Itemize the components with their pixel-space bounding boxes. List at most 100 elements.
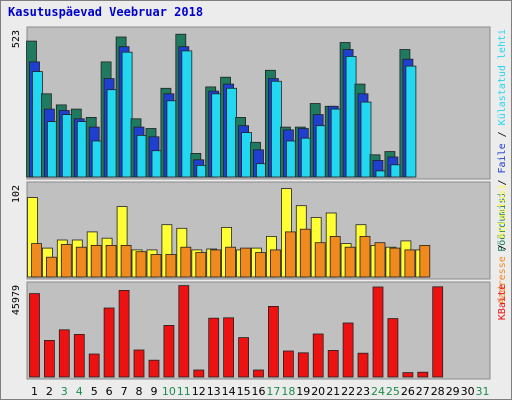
x-tick-label-day-21: 21 (326, 385, 340, 398)
top-bar-k-lastatud-lehti-day-8 (136, 134, 148, 178)
x-tick-label-day-27: 27 (416, 385, 430, 398)
x-tick-label-day-5: 5 (91, 385, 98, 398)
middle-bar-aadresse-day-14 (225, 246, 237, 278)
bottom-bar-kbaite-day-16 (253, 369, 264, 378)
top-bar-k-lastatud-lehti-day-13 (211, 93, 223, 178)
x-tick-label-day-29: 29 (446, 385, 460, 398)
bottom-series-label-part: KBaite (497, 284, 508, 320)
bottom-bar-kbaite-day-9 (148, 359, 160, 378)
middle-bar-aadresse-day-4 (75, 246, 87, 278)
x-tick-label-day-2: 2 (46, 385, 53, 398)
x-tick-label-day-24: 24 (371, 385, 385, 398)
x-tick-label-day-16: 16 (252, 385, 266, 398)
top-bar-k-lastatud-lehti-day-20 (315, 125, 327, 178)
middle-bar-aadresse-day-19 (299, 228, 311, 278)
x-tick-label-day-23: 23 (356, 385, 370, 398)
bottom-bar-kbaite-day-18 (282, 350, 294, 378)
middle-bar-aadresse-day-17 (269, 249, 281, 278)
middle-bar-aadresse-day-2 (46, 256, 57, 278)
top-bar-k-lastatud-lehti-day-19 (300, 137, 312, 178)
x-tick-label-day-8: 8 (136, 385, 143, 398)
middle-ymax-label: 102 (11, 185, 22, 203)
x-tick-label-day-19: 19 (296, 385, 310, 398)
top-bar-k-lastatud-lehti-day-6 (106, 89, 118, 178)
middle-bar-aadresse-day-5 (90, 244, 102, 278)
middle-bar-aadresse-day-7 (120, 244, 132, 278)
x-tick-label-day-18: 18 (281, 385, 295, 398)
top-bar-k-lastatud-lehti-day-3 (61, 114, 73, 178)
bottom-bar-kbaite-day-8 (133, 349, 145, 378)
bottom-bar-kbaite-day-17 (267, 305, 279, 378)
bottom-bar-kbaite-day-2 (44, 339, 55, 378)
bottom-bar-kbaite-day-26 (402, 372, 414, 378)
bottom-bar-kbaite-day-1 (29, 293, 40, 378)
top-series-label-part: Külastatud lehti (497, 29, 508, 125)
bottom-bar-kbaite-day-14 (223, 317, 235, 378)
top-bar-k-lastatud-lehti-day-26 (405, 65, 417, 178)
bottom-bar-kbaite-day-27 (417, 371, 429, 378)
x-tick-label-day-3: 3 (61, 385, 68, 398)
bottom-bar-kbaite-day-4 (73, 333, 85, 378)
middle-bar-aadresse-day-10 (165, 254, 177, 278)
top-bar-k-lastatud-lehti-day-17 (270, 80, 282, 178)
middle-bar-aadresse-day-9 (150, 254, 162, 278)
middle-bar-aadresse-day-20 (314, 242, 326, 278)
x-tick-label-day-4: 4 (76, 385, 83, 398)
middle-bar-aadresse-day-16 (255, 252, 266, 278)
middle-bar-aadresse-day-22 (344, 246, 356, 278)
top-series-label: Pöördumisi / Faile / Külastatud lehti (497, 29, 508, 252)
middle-bar-aadresse-day-13 (210, 249, 222, 278)
x-tick-label-day-9: 9 (151, 385, 158, 398)
middle-bar-aadresse-day-15 (240, 247, 252, 278)
top-series-label-part: / (497, 125, 508, 143)
bottom-bar-kbaite-day-15 (238, 337, 250, 378)
middle-bar-aadresse-day-11 (180, 246, 192, 278)
bottom-bar-kbaite-day-6 (103, 307, 115, 378)
x-tick-label-day-30: 30 (461, 385, 475, 398)
x-tick-label-day-26: 26 (401, 385, 415, 398)
x-tick-label-day-7: 7 (121, 385, 128, 398)
x-tick-label-day-14: 14 (222, 385, 236, 398)
bottom-bar-kbaite-day-13 (208, 317, 220, 378)
top-bar-k-lastatud-lehti-day-1 (32, 71, 43, 178)
bottom-ymax-label: 45979 (11, 285, 22, 315)
bottom-bar-kbaite-day-25 (387, 318, 399, 378)
middle-series-label-part: Külastusi (497, 184, 508, 238)
top-series-label-part: / (497, 174, 508, 192)
middle-bar-aadresse-day-1 (31, 243, 42, 278)
bottom-bar-kbaite-day-20 (312, 333, 324, 378)
bottom-bar-kbaite-day-21 (327, 349, 339, 378)
bottom-bar-kbaite-day-22 (342, 322, 354, 378)
middle-bar-aadresse-day-26 (404, 249, 416, 278)
x-tick-label-day-1: 1 (31, 385, 38, 398)
top-series-label-part: Pöördumisi (497, 192, 508, 252)
middle-bar-aadresse-day-18 (284, 231, 296, 278)
x-tick-label-day-22: 22 (341, 385, 355, 398)
bottom-bar-kbaite-day-3 (58, 329, 70, 378)
x-tick-label-day-13: 13 (207, 385, 221, 398)
middle-series-label-part: Aadresse (497, 256, 508, 304)
middle-bar-aadresse-day-25 (389, 247, 401, 278)
x-tick-label-day-17: 17 (266, 385, 280, 398)
bottom-bar-kbaite-day-5 (88, 353, 100, 378)
bottom-bar-kbaite-day-10 (163, 324, 175, 378)
x-tick-label-day-12: 12 (192, 385, 206, 398)
middle-series-label-part: / (497, 238, 508, 256)
middle-series-label: Aadresse / Külastusi (497, 184, 508, 304)
middle-bar-aadresse-day-12 (195, 252, 207, 278)
middle-bar-aadresse-day-8 (135, 251, 147, 278)
x-tick-label-day-31: 31 (476, 385, 490, 398)
middle-bar-aadresse-day-24 (374, 242, 386, 278)
chart-title: Kasutuspäevad Veebruar 2018 (8, 5, 204, 19)
bottom-bar-kbaite-day-11 (178, 285, 190, 378)
middle-bar-aadresse-day-23 (359, 235, 371, 278)
top-bar-k-lastatud-lehti-day-7 (121, 51, 133, 178)
bottom-bar-kbaite-day-23 (357, 352, 369, 378)
bottom-bar-kbaite-day-24 (372, 286, 384, 378)
top-bar-k-lastatud-lehti-day-23 (360, 101, 372, 178)
top-ymax-label: 523 (11, 30, 22, 48)
top-bar-k-lastatud-lehti-day-10 (166, 100, 178, 178)
middle-bar-aadresse-day-6 (105, 244, 117, 278)
x-tick-label-day-28: 28 (431, 385, 445, 398)
